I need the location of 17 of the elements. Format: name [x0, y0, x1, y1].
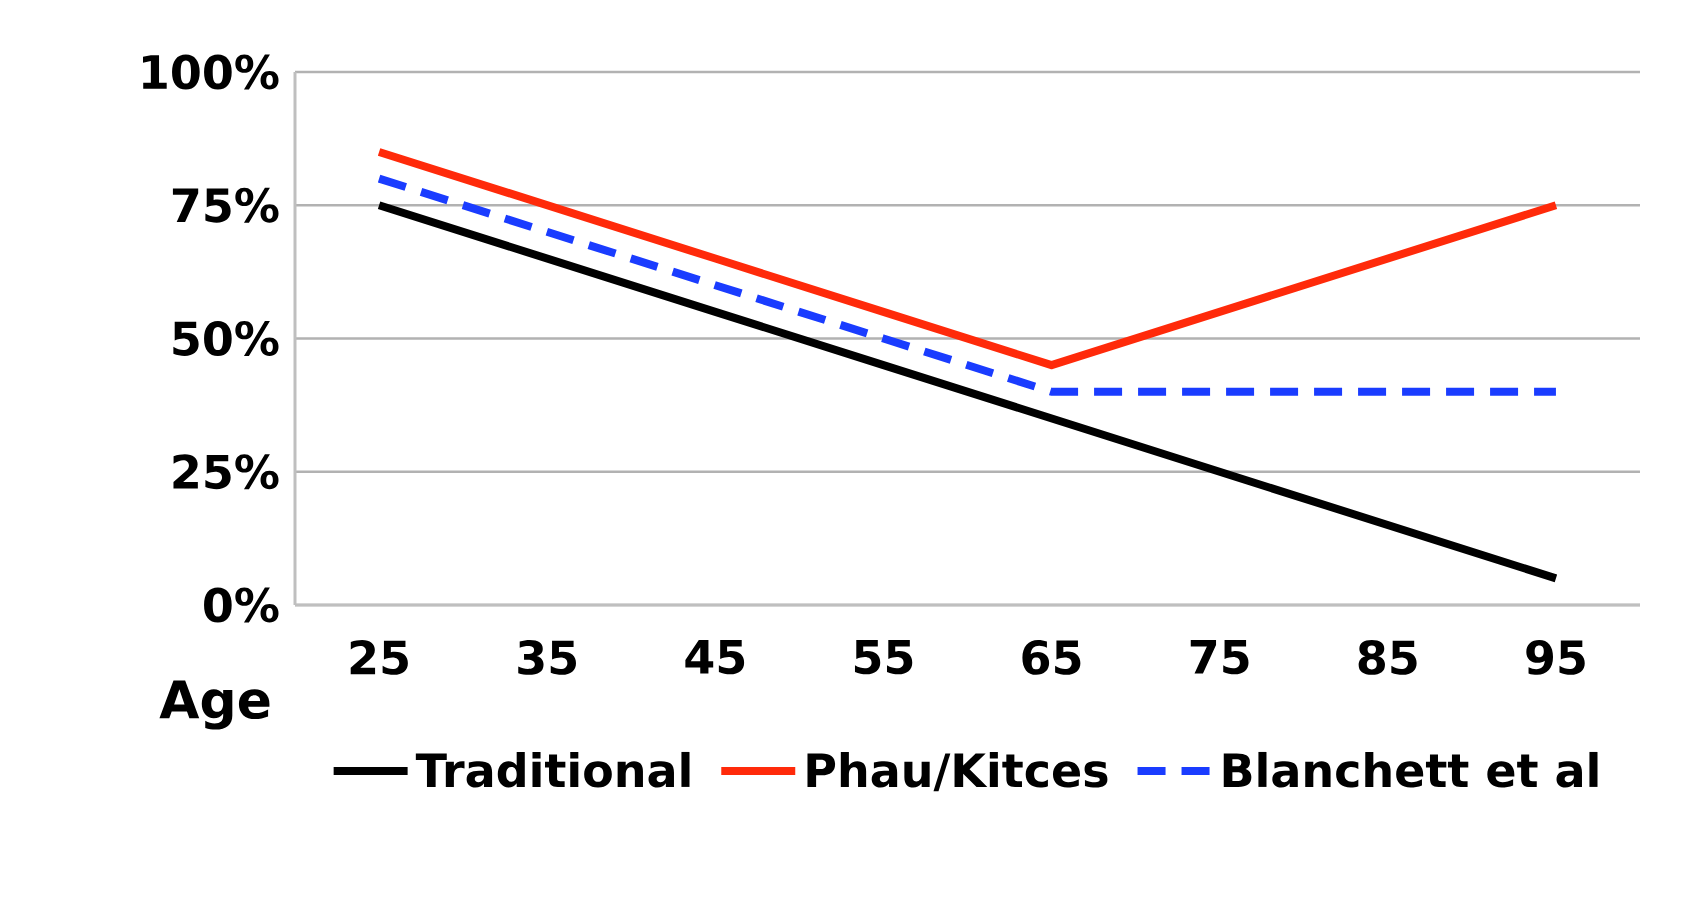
x-tick-label: 75	[1190, 640, 1249, 675]
x-tick-label: 65	[1022, 640, 1081, 675]
x-tick-label: 45	[685, 640, 745, 675]
y-tick-label: 100%	[143, 54, 279, 90]
legend-label: Phau/Kitces	[807, 751, 1108, 792]
x-tick-label: 95	[1526, 640, 1585, 675]
x-tick-label: 85	[1358, 640, 1417, 675]
y-tick-label: 0%	[204, 587, 279, 623]
y-tick-label: 75%	[172, 187, 279, 223]
legend-label: Traditional	[415, 751, 690, 788]
x-tick-label: 35	[518, 640, 576, 675]
x-tick-label: 25	[350, 640, 408, 675]
x-axis-title: Age	[159, 680, 270, 730]
y-tick-label: 25%	[173, 454, 279, 490]
legend-label: Blanchett et al	[1223, 751, 1598, 788]
x-tick-label: 55	[854, 640, 913, 675]
y-tick-label: 50%	[173, 321, 279, 356]
